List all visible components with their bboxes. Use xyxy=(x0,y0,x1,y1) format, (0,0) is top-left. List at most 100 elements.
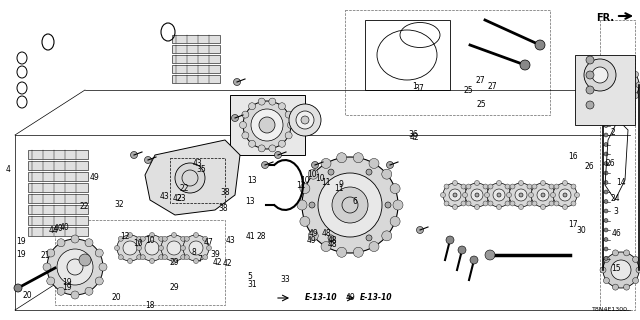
Circle shape xyxy=(505,184,510,189)
Text: 37: 37 xyxy=(414,84,424,93)
Circle shape xyxy=(71,235,79,243)
Circle shape xyxy=(604,95,608,99)
Circle shape xyxy=(510,201,515,206)
Circle shape xyxy=(636,267,640,273)
Text: 32: 32 xyxy=(114,200,124,209)
Circle shape xyxy=(308,169,318,179)
Circle shape xyxy=(139,235,165,261)
Bar xyxy=(345,10,550,115)
Circle shape xyxy=(484,193,490,197)
Circle shape xyxy=(600,267,606,273)
Circle shape xyxy=(285,111,292,118)
Circle shape xyxy=(443,183,467,207)
Text: 41: 41 xyxy=(246,232,256,241)
Circle shape xyxy=(127,233,132,237)
Circle shape xyxy=(131,151,138,158)
Circle shape xyxy=(604,247,608,251)
Circle shape xyxy=(127,259,132,263)
Circle shape xyxy=(145,241,159,255)
Circle shape xyxy=(172,259,177,263)
Bar xyxy=(55,220,225,305)
Circle shape xyxy=(137,255,141,260)
Circle shape xyxy=(390,184,400,194)
Circle shape xyxy=(385,202,391,208)
Circle shape xyxy=(259,117,275,133)
Text: 49: 49 xyxy=(308,229,319,238)
Circle shape xyxy=(353,247,364,257)
Text: 31: 31 xyxy=(247,280,257,289)
Circle shape xyxy=(136,245,141,251)
Text: 25: 25 xyxy=(463,86,473,95)
Text: E-13-10: E-13-10 xyxy=(305,293,337,302)
Text: 29: 29 xyxy=(169,258,179,267)
Circle shape xyxy=(623,284,630,290)
Text: 26: 26 xyxy=(605,159,615,168)
Circle shape xyxy=(184,236,189,241)
Text: 42: 42 xyxy=(173,194,183,203)
Text: 18: 18 xyxy=(145,301,154,310)
Circle shape xyxy=(278,103,285,110)
Circle shape xyxy=(95,277,103,285)
Circle shape xyxy=(183,235,209,261)
Text: 11: 11 xyxy=(335,184,344,193)
Text: 22: 22 xyxy=(180,184,189,193)
Circle shape xyxy=(550,193,556,197)
Text: 19: 19 xyxy=(16,250,26,259)
Circle shape xyxy=(163,245,168,251)
Circle shape xyxy=(604,124,608,127)
Bar xyxy=(365,20,450,90)
Circle shape xyxy=(465,193,470,197)
Circle shape xyxy=(531,193,536,197)
Text: 13: 13 xyxy=(244,197,255,206)
Circle shape xyxy=(145,156,152,164)
Text: 19: 19 xyxy=(62,278,72,287)
Circle shape xyxy=(117,235,143,261)
Circle shape xyxy=(57,287,65,295)
Circle shape xyxy=(387,162,394,169)
Circle shape xyxy=(632,92,639,99)
Circle shape xyxy=(465,183,489,207)
Circle shape xyxy=(232,115,239,122)
Text: 38: 38 xyxy=(218,204,228,212)
Circle shape xyxy=(285,132,292,139)
Circle shape xyxy=(483,184,488,189)
Circle shape xyxy=(297,200,307,210)
Circle shape xyxy=(604,152,608,156)
Text: 10: 10 xyxy=(145,236,156,244)
Circle shape xyxy=(474,180,479,186)
Circle shape xyxy=(586,86,594,94)
Circle shape xyxy=(604,228,608,232)
Circle shape xyxy=(600,82,606,88)
Circle shape xyxy=(14,284,22,292)
Text: 5: 5 xyxy=(247,272,252,281)
Text: 40: 40 xyxy=(59,223,69,232)
Text: 10: 10 xyxy=(300,176,310,185)
Circle shape xyxy=(612,65,618,71)
Circle shape xyxy=(586,71,594,79)
Circle shape xyxy=(604,171,608,175)
Circle shape xyxy=(287,122,294,129)
Circle shape xyxy=(452,180,458,186)
Circle shape xyxy=(603,252,639,288)
Circle shape xyxy=(497,180,502,186)
Circle shape xyxy=(242,132,249,139)
Circle shape xyxy=(337,247,347,257)
Circle shape xyxy=(487,183,511,207)
Text: 6: 6 xyxy=(353,197,358,206)
Circle shape xyxy=(369,158,379,168)
Circle shape xyxy=(446,236,454,244)
Circle shape xyxy=(308,231,318,241)
Circle shape xyxy=(47,277,55,285)
Circle shape xyxy=(612,250,618,256)
Text: 27: 27 xyxy=(488,82,498,91)
Circle shape xyxy=(485,250,495,260)
Circle shape xyxy=(537,189,549,201)
Circle shape xyxy=(458,246,466,254)
Circle shape xyxy=(43,263,51,271)
Text: 35: 35 xyxy=(196,165,206,174)
Text: 48: 48 xyxy=(328,240,338,249)
Circle shape xyxy=(137,236,141,241)
Circle shape xyxy=(444,201,449,206)
Circle shape xyxy=(604,190,608,194)
Circle shape xyxy=(553,183,577,207)
